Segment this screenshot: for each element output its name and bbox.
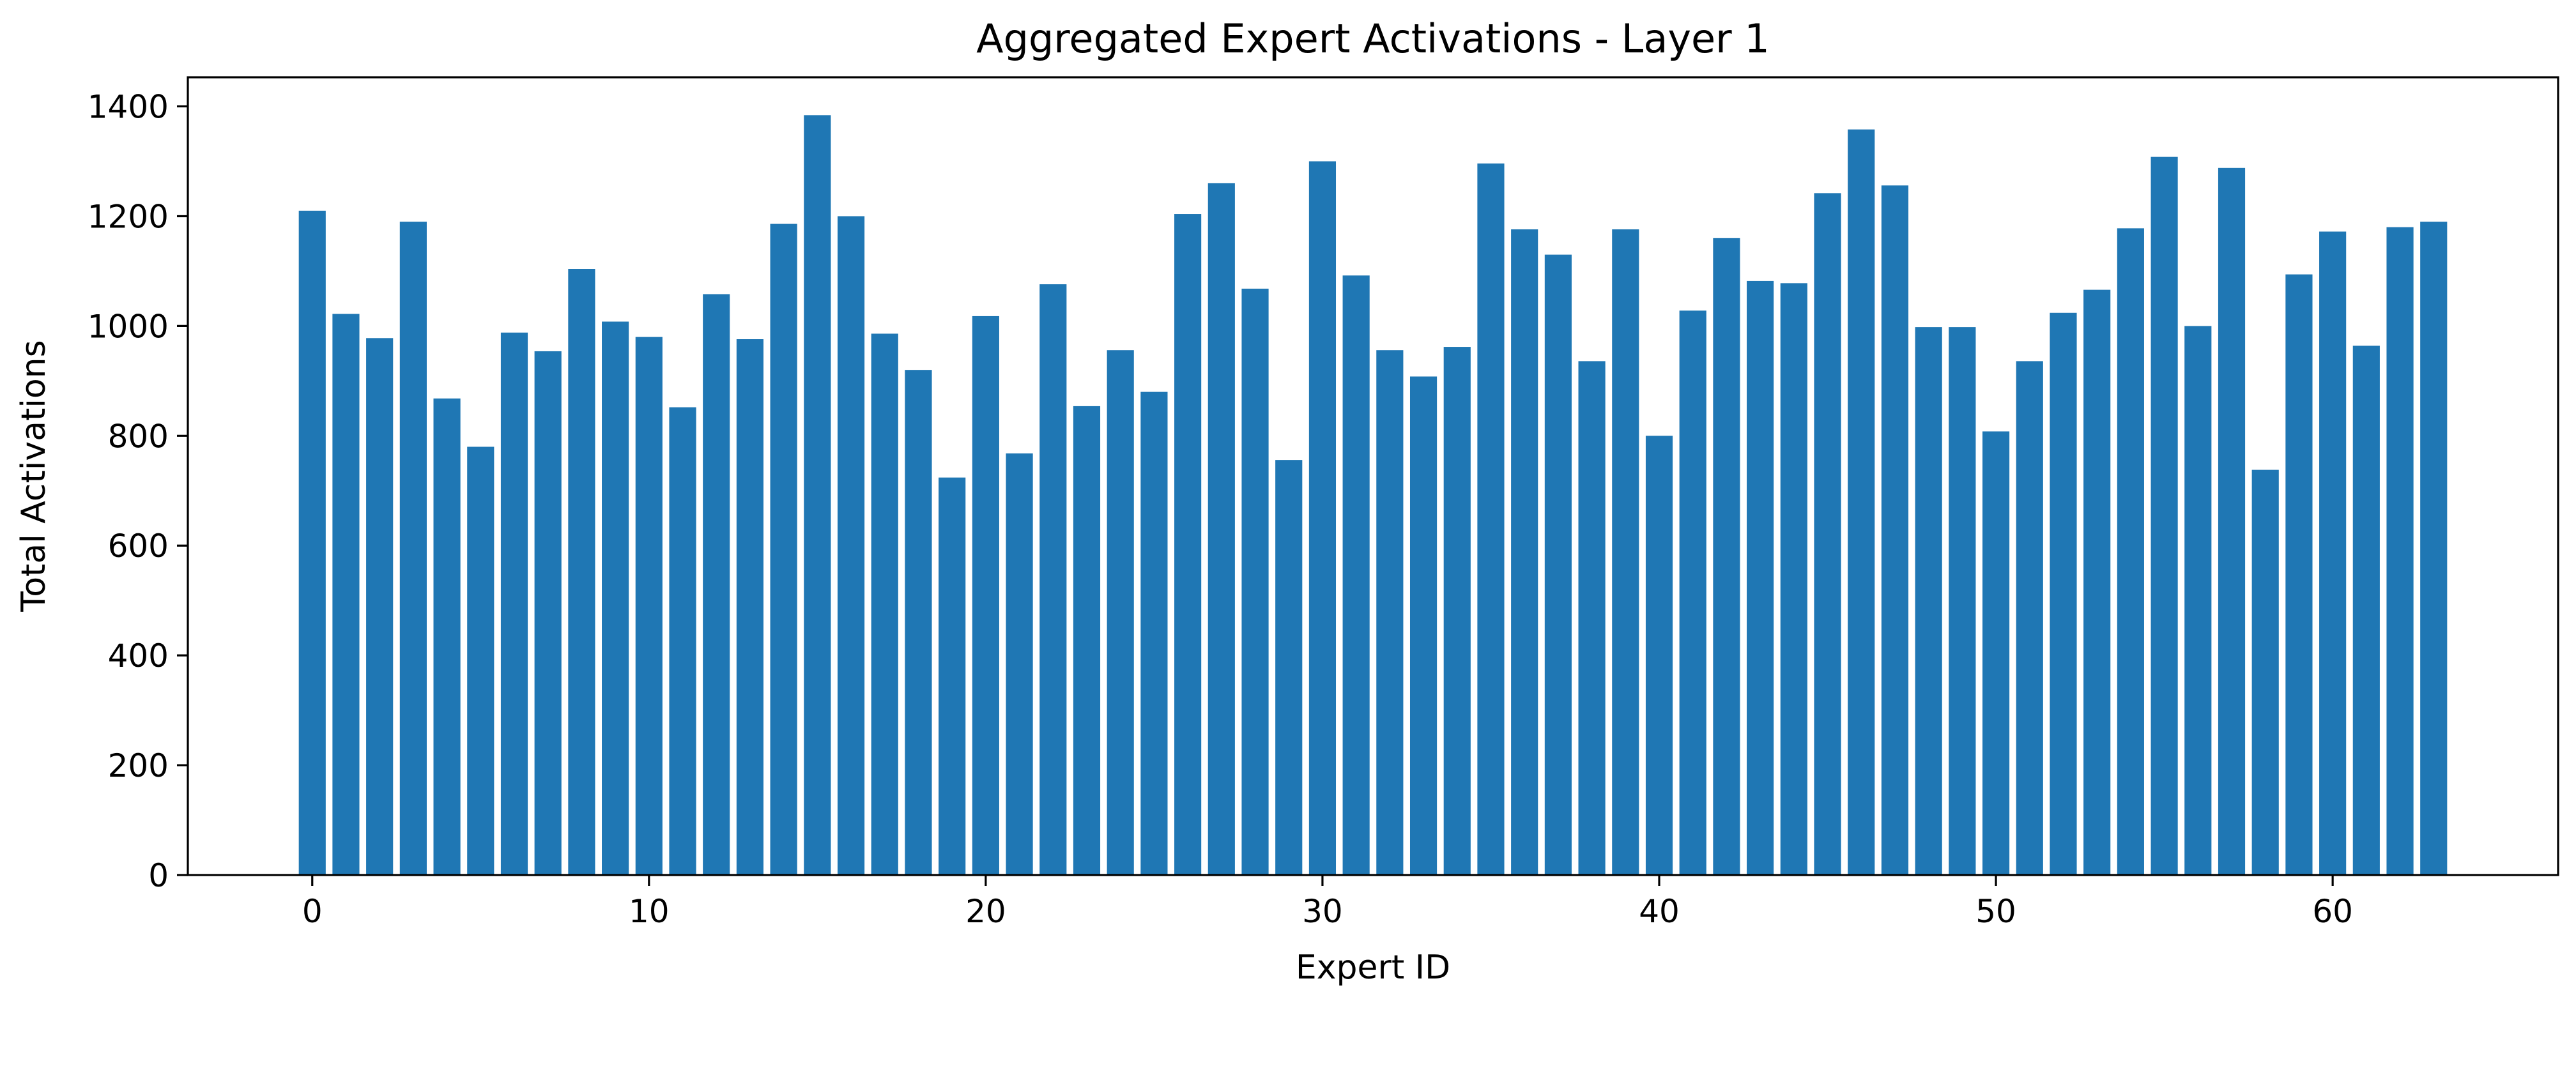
y-axis-title: Total Activations — [15, 340, 53, 612]
bar-expert-54 — [2117, 228, 2144, 875]
bar-expert-57 — [2218, 167, 2246, 876]
bar-expert-26 — [1174, 214, 1202, 875]
x-tick-label: 40 — [1639, 893, 1680, 930]
bar-expert-44 — [1780, 283, 1807, 875]
bar-expert-28 — [1241, 288, 1269, 876]
plot-frame — [187, 76, 2559, 876]
x-tick-label: 0 — [302, 893, 323, 930]
bar-expert-22 — [1039, 284, 1067, 875]
x-axis-ticks: 0 10 20 30 40 50 60 — [302, 875, 2353, 930]
y-tick-label: 200 — [108, 747, 169, 784]
bar-expert-5 — [467, 446, 494, 875]
chart-title: Aggregated Expert Activations - Layer 1 — [976, 15, 1770, 62]
bar-expert-12 — [703, 294, 730, 875]
bar-expert-33 — [1409, 376, 1438, 875]
bar-expert-29 — [1275, 460, 1303, 875]
bar-expert-31 — [1342, 275, 1370, 875]
y-tick-label: 800 — [108, 418, 169, 455]
bar-expert-49 — [1949, 327, 1976, 875]
bar-expert-16 — [837, 216, 865, 875]
bar-expert-32 — [1376, 350, 1404, 875]
bar-expert-53 — [2083, 289, 2111, 875]
x-tick-label: 30 — [1302, 893, 1343, 930]
bar-expert-56 — [2184, 326, 2212, 875]
bar-expert-61 — [2352, 346, 2380, 875]
bar-expert-43 — [1747, 280, 1774, 876]
bars-group — [298, 115, 2448, 876]
bar-expert-25 — [1140, 392, 1168, 875]
bar-expert-47 — [1881, 185, 1909, 876]
bar-expert-17 — [871, 333, 898, 875]
y-tick-label: 0 — [148, 857, 169, 894]
bar-expert-34 — [1443, 347, 1471, 875]
bar-expert-6 — [500, 332, 528, 875]
bar-expert-55 — [2150, 156, 2178, 876]
bar-expert-51 — [2016, 361, 2043, 875]
bar-expert-35 — [1477, 163, 1505, 876]
bar-expert-21 — [1006, 453, 1033, 875]
bar-expert-62 — [2386, 227, 2414, 875]
bar-expert-9 — [602, 321, 629, 876]
bar-expert-52 — [2050, 312, 2077, 875]
bar-expert-27 — [1208, 183, 1235, 875]
x-tick-label: 50 — [1975, 893, 2016, 930]
bar-expert-36 — [1511, 229, 1538, 875]
bar-expert-48 — [1915, 327, 1942, 875]
bar-expert-0 — [298, 210, 326, 875]
bar-expert-7 — [534, 351, 562, 875]
bar-expert-8 — [568, 269, 595, 875]
bar-expert-4 — [433, 398, 461, 875]
bar-expert-11 — [669, 407, 696, 875]
bar-expert-60 — [2319, 231, 2347, 875]
bar-expert-14 — [770, 224, 797, 875]
bar-expert-63 — [2420, 222, 2448, 875]
bar-expert-39 — [1612, 229, 1639, 875]
bar-expert-30 — [1308, 161, 1337, 875]
bar-expert-10 — [635, 337, 663, 875]
bar-expert-59 — [2285, 274, 2313, 876]
bar-expert-50 — [1982, 431, 2010, 875]
y-tick-label: 1400 — [88, 89, 169, 126]
bar-expert-58 — [2251, 469, 2279, 875]
bar-expert-19 — [939, 477, 966, 875]
bar-expert-40 — [1645, 436, 1673, 875]
bar-expert-45 — [1814, 193, 1841, 876]
bar-expert-38 — [1578, 361, 1606, 875]
y-axis-ticks: 0 200 400 600 800 1000 1200 1400 — [88, 89, 188, 894]
bar-expert-41 — [1679, 310, 1706, 876]
y-tick-label: 600 — [108, 528, 169, 565]
bar-expert-15 — [804, 115, 831, 875]
bar-expert-3 — [399, 222, 427, 875]
bar-expert-46 — [1848, 129, 1875, 875]
bar-expert-42 — [1713, 238, 1740, 875]
x-axis-title: Expert ID — [1296, 948, 1450, 987]
bar-expert-18 — [905, 370, 932, 875]
bar-expert-13 — [736, 339, 764, 875]
bar-expert-24 — [1107, 350, 1134, 875]
bar-expert-20 — [972, 316, 999, 875]
bar-expert-37 — [1544, 254, 1572, 875]
x-tick-label: 20 — [965, 893, 1006, 930]
bar-expert-2 — [366, 338, 394, 875]
y-tick-label: 1200 — [88, 198, 169, 235]
x-tick-label: 60 — [2312, 893, 2353, 930]
bar-expert-23 — [1073, 406, 1101, 875]
y-tick-label: 400 — [108, 637, 169, 674]
y-tick-label: 1000 — [88, 308, 169, 345]
x-tick-label: 10 — [629, 893, 670, 930]
bar-expert-1 — [332, 314, 360, 876]
